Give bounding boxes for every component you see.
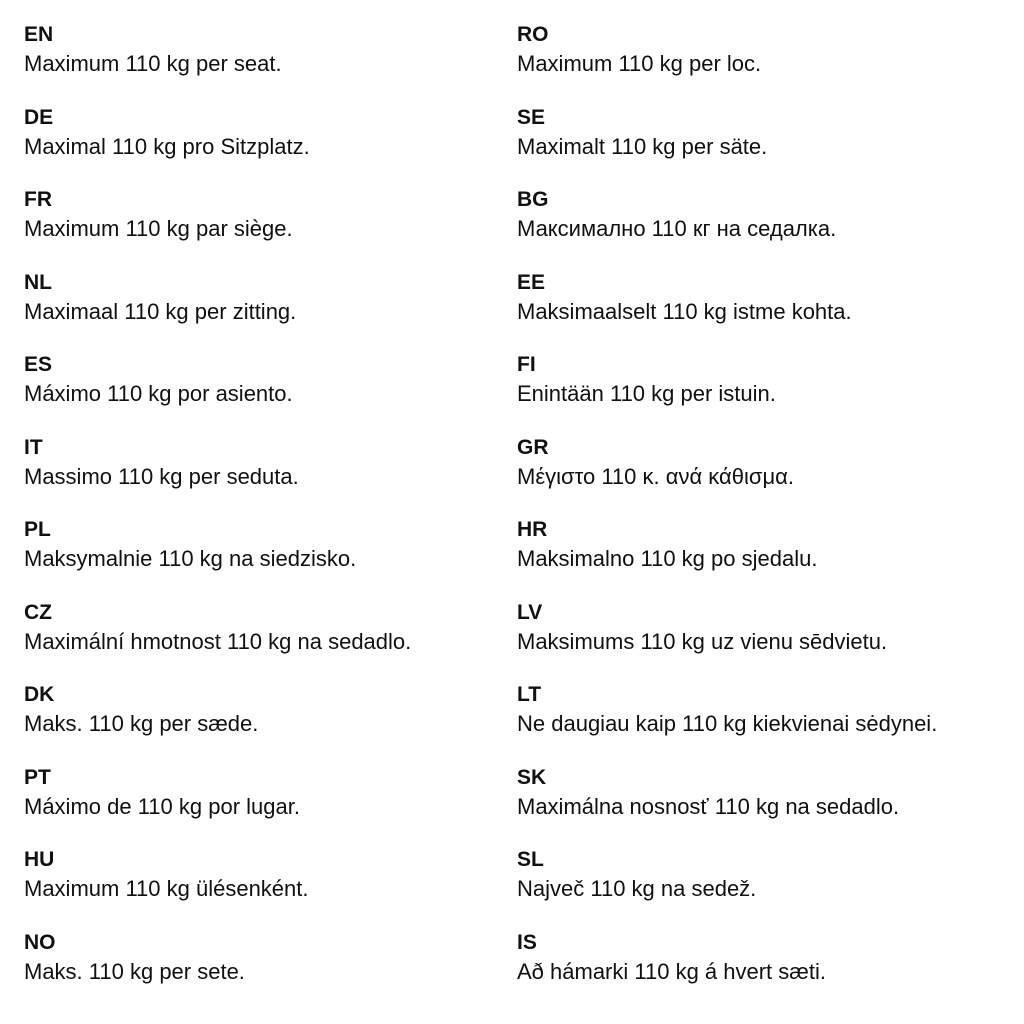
- language-code: SL: [517, 848, 544, 871]
- weight-limit-text: Maksimaalselt 110 kg istme kohta.: [517, 298, 852, 324]
- language-code: PT: [24, 765, 51, 789]
- language-entry: FI Enintään 110 kg per istuin.: [517, 352, 937, 435]
- weight-limit-text: Maks. 110 kg per sete.: [24, 958, 245, 984]
- left-language-column: EN Maximum 110 kg per seat. DE Maximal 110 …: [24, 22, 411, 1012]
- weight-limit-text: Maximálna nosnosť 110 kg na sedadlo.: [517, 793, 900, 819]
- language-code: IS: [517, 930, 537, 954]
- language-entry: DE Maximal 110 kg pro Sitzplatz.: [24, 105, 411, 188]
- weight-limit-text: Maximum 110 kg per seat.: [24, 51, 282, 76]
- language-code: GR: [517, 435, 549, 459]
- weight-limit-text: Maximum 110 kg per loc.: [517, 51, 762, 76]
- language-entry: BG Максимално 110 кг на седалка.: [517, 187, 937, 270]
- weight-limit-text: Maksymalnie 110 kg na siedzisko.: [24, 546, 357, 571]
- language-code: FI: [517, 353, 536, 376]
- weight-limit-text: Maximum 110 kg ülésenként.: [24, 876, 309, 901]
- weight-limit-text: Ne daugiau kaip 110 kg kiekvienai sėdyne…: [517, 711, 938, 736]
- language-code: SK: [517, 765, 547, 789]
- language-entry: LT Ne daugiau kaip 110 kg kiekvienai sėdy…: [517, 682, 937, 765]
- weight-limit-text: Maximaal 110 kg per zitting.: [24, 298, 297, 324]
- language-code: BG: [517, 188, 549, 211]
- weight-limit-text: Máximo 110 kg por asiento.: [24, 381, 293, 406]
- language-code: HR: [517, 518, 548, 541]
- language-entry: RO Maximum 110 kg per loc.: [517, 22, 937, 105]
- language-code: NO: [24, 930, 56, 954]
- weight-limit-text: Maksimums 110 kg uz vienu sēdvietu.: [517, 628, 888, 654]
- language-code: SE: [517, 105, 546, 129]
- weight-limit-text: Maximální hmotnost 110 kg na sedadlo.: [24, 628, 412, 654]
- language-entry: PT Máximo de 110 kg por lugar.: [24, 765, 411, 848]
- language-code: PL: [24, 518, 51, 541]
- language-entry: FR Maximum 110 kg par siège.: [24, 187, 411, 270]
- language-entry: EE Maksimaalselt 110 kg istme kohta.: [517, 270, 937, 353]
- language-entry: CZ Maximální hmotnost 110 kg na sedadlo.: [24, 600, 411, 683]
- weight-limit-text: Máximo de 110 kg por lugar.: [24, 793, 300, 819]
- language-entry: IS Að hámarki 110 kg á hvert sæti.: [517, 930, 937, 1013]
- language-entry: DK Maks. 110 kg per sæde.: [24, 682, 411, 765]
- language-entry: NL Maximaal 110 kg per zitting.: [24, 270, 411, 353]
- language-entry: LV Maksimums 110 kg uz vienu sēdvietu.: [517, 600, 937, 683]
- language-entry: HU Maximum 110 kg ülésenként.: [24, 847, 411, 930]
- language-entry: EN Maximum 110 kg per seat.: [24, 22, 411, 105]
- language-code: LT: [517, 683, 542, 706]
- language-code: RO: [517, 23, 549, 46]
- weight-limit-text: Maximum 110 kg par siège.: [24, 216, 293, 241]
- language-entry: HR Maksimalno 110 kg po sjedalu.: [517, 517, 937, 600]
- weight-limit-text: Maximalt 110 kg per säte.: [517, 133, 768, 159]
- language-code: LV: [517, 600, 543, 624]
- language-code: EE: [517, 270, 546, 294]
- language-entry: SE Maximalt 110 kg per säte.: [517, 105, 937, 188]
- weight-limit-text: Að hámarki 110 kg á hvert sæti.: [517, 958, 826, 984]
- language-entry: SL Največ 110 kg na sedež.: [517, 847, 937, 930]
- language-entry: IT Massimo 110 kg per seduta.: [24, 435, 411, 518]
- weight-limit-text: Μέγιστο 110 κ. ανά κάθισμα.: [517, 463, 794, 489]
- language-code: DE: [24, 105, 54, 129]
- language-code: DK: [24, 683, 55, 706]
- language-code: EN: [24, 23, 54, 46]
- language-entry: NO Maks. 110 kg per sete.: [24, 930, 411, 1013]
- right-language-column: RO Maximum 110 kg per loc. SE Maximalt 110 …: [517, 22, 937, 1012]
- weight-limit-text: Največ 110 kg na sedež.: [517, 876, 757, 901]
- language-entry: ES Máximo 110 kg por asiento.: [24, 352, 411, 435]
- weight-limit-text: Максимално 110 кг на седалка.: [517, 216, 837, 241]
- language-code: ES: [24, 353, 53, 376]
- language-entry: PL Maksymalnie 110 kg na siedzisko.: [24, 517, 411, 600]
- weight-limit-text: Massimo 110 kg per seduta.: [24, 463, 299, 489]
- weight-limit-text: Maximal 110 kg pro Sitzplatz.: [24, 133, 310, 159]
- weight-limit-text: Maks. 110 kg per sæde.: [24, 711, 259, 736]
- language-entry: SK Maximálna nosnosť 110 kg na sedadlo.: [517, 765, 937, 848]
- language-entry: GR Μέγιστο 110 κ. ανά κάθισμα.: [517, 435, 937, 518]
- weight-limit-text: Enintään 110 kg per istuin.: [517, 381, 776, 406]
- language-code: FR: [24, 188, 52, 211]
- language-code: IT: [24, 435, 43, 459]
- language-code: CZ: [24, 600, 52, 624]
- weight-limit-text: Maksimalno 110 kg po sjedalu.: [517, 546, 818, 571]
- language-code: NL: [24, 270, 52, 294]
- language-code: HU: [24, 848, 55, 871]
